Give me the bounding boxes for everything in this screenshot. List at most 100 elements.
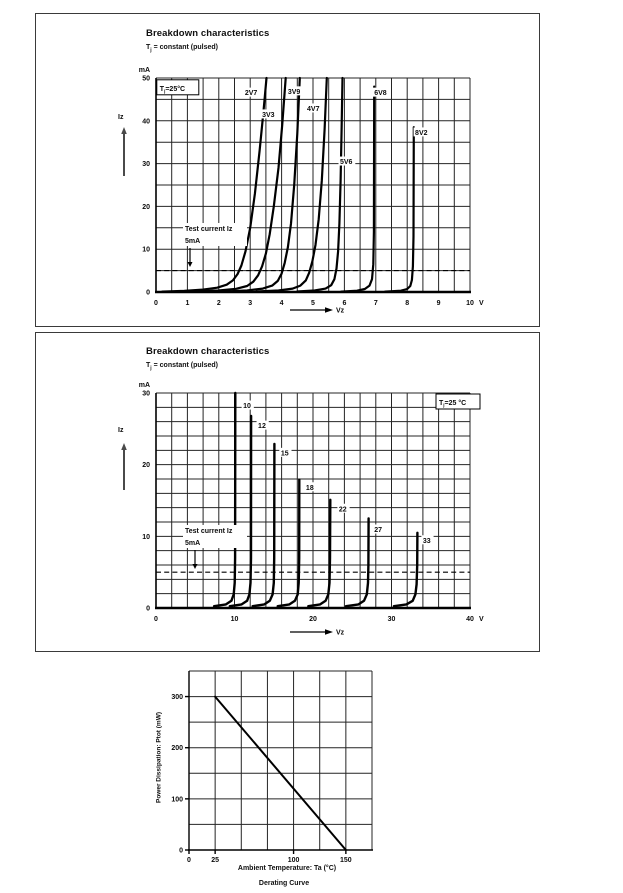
x-tick-label: 25 <box>211 857 219 864</box>
tj-condition-box <box>156 79 200 96</box>
x-tick-label: 7 <box>374 300 378 307</box>
test-current-down-arrow-head <box>187 262 193 267</box>
chart3-caption: Derating Curve <box>258 880 310 887</box>
curve-label-bg <box>337 503 350 513</box>
panel-breakdown-low-voltage <box>35 13 540 327</box>
curve-3V3 <box>192 76 287 293</box>
curve-label-22: 22 <box>339 506 347 513</box>
chart1-subtitle-rest: = constant (pulsed) <box>151 44 218 51</box>
x-tick-label: 10 <box>466 300 474 307</box>
curve-12 <box>228 414 253 608</box>
x-tick-label: 40 <box>466 616 474 623</box>
chart1-subtitle: Tj = constant (pulsed) <box>146 44 218 53</box>
x-tick-label: 2 <box>217 300 221 307</box>
chart1-subtitle-t: T <box>146 44 151 51</box>
curve-label-bg <box>286 86 304 96</box>
vz-right-arrow-head <box>325 629 333 635</box>
curve-label-bg <box>413 127 431 137</box>
curve-label-bg <box>421 535 434 545</box>
x-tick-label: 0 <box>187 857 191 864</box>
x-tick-label: 4 <box>280 300 284 307</box>
curve-label-18: 18 <box>306 485 314 492</box>
curve-2V7 <box>161 76 268 293</box>
curve-6V8 <box>340 85 376 293</box>
y-tick-label: 300 <box>171 694 183 701</box>
curve-4V7 <box>255 76 328 293</box>
x-tick-label: 9 <box>437 300 441 307</box>
test-current-label-line1: Test current Iz <box>185 226 233 233</box>
curve-label-bg <box>304 482 317 492</box>
y-tick-label: 20 <box>142 462 150 469</box>
curve-label-33: 33 <box>423 538 431 545</box>
curve-label-bg <box>279 447 292 457</box>
curve-3V9 <box>224 76 301 293</box>
curve-label-bg <box>305 103 323 113</box>
x-axis-title: Vz <box>336 630 345 637</box>
y-tick-label: 50 <box>142 76 150 83</box>
curve-label-bg <box>372 524 385 534</box>
x-tick-label: 8 <box>405 300 409 307</box>
curve-label-bg <box>338 156 356 166</box>
x-tick-label: 6 <box>342 300 346 307</box>
x-unit-label: V <box>479 300 484 307</box>
test-current-down-arrow-head <box>192 564 198 569</box>
curve-label-6V8: 6V8 <box>374 90 387 97</box>
y-tick-label: 0 <box>146 606 150 613</box>
y-tick-label: 30 <box>142 391 150 398</box>
tj-condition-box <box>435 393 481 410</box>
y-tick-label: 20 <box>142 204 150 211</box>
y-tick-label: 0 <box>146 290 150 297</box>
chart1-canvas: 0 1 2 3 4 5 6 7 8 9 10 0 10 20 30 40 50 VmA 2V7 3V3 3V9 4V7 5V… <box>118 67 484 315</box>
curve-label-3V3: 3V3 <box>262 112 275 119</box>
chart2-subtitle: Tj = constant (pulsed) <box>146 362 218 371</box>
x-unit-label: V <box>479 616 484 623</box>
y-tick-label: 10 <box>142 534 150 541</box>
x-axis-title: Vz <box>336 308 345 315</box>
panel-breakdown-high-voltage <box>35 332 540 652</box>
chart2-subtitle-t: T <box>146 362 151 369</box>
x-tick-label: 30 <box>388 616 396 623</box>
y-axis-title: Iz <box>118 427 124 434</box>
curve-label-bg <box>372 87 390 97</box>
chart2-canvas: 0 10 20 30 40 0 10 20 30 VmA 10 12 15 18 22 27 33 Tj=25 °… <box>118 382 484 637</box>
test-current-label-bg <box>183 223 247 246</box>
y-unit-label: mA <box>139 382 150 389</box>
y-unit-label: mA <box>139 67 150 74</box>
chart2-subtitle-rest: = constant (pulsed) <box>151 362 218 369</box>
curve-label-4V7: 4V7 <box>307 106 320 113</box>
x-tick-label: 100 <box>288 857 300 864</box>
curve-22 <box>307 498 332 608</box>
test-current-label-line2: 5mA <box>185 238 200 245</box>
curve-label-3V9: 3V9 <box>288 89 301 96</box>
chart1-subtitle-sub: j <box>150 47 152 54</box>
chart3-y-axis-title: Power Dissipation: Ptot (mW) <box>155 712 163 803</box>
curve-label-bg <box>241 400 254 410</box>
iz-up-arrow-head <box>121 127 127 134</box>
tj-condition-label: Tj=25°C <box>160 85 185 94</box>
curve-33 <box>392 531 419 608</box>
curve-label-27: 27 <box>374 527 382 534</box>
y-tick-label: 10 <box>142 247 150 254</box>
y-tick-label: 30 <box>142 161 150 168</box>
y-tick-label: 40 <box>142 118 150 125</box>
x-tick-label: 10 <box>231 616 239 623</box>
chart1-title: Breakdown characteristics <box>146 28 270 39</box>
curve-label-bg <box>256 420 269 430</box>
curve-label-12: 12 <box>258 423 266 430</box>
x-tick-label: 150 <box>340 857 352 864</box>
chart3-x-axis-title: Ambient Temperature: Ta (°C) <box>237 865 337 872</box>
curve-label-15: 15 <box>281 450 289 457</box>
x-tick-label: 1 <box>185 300 189 307</box>
chart2-title: Breakdown characteristics <box>146 346 270 357</box>
test-current-label-line1: Test current Iz <box>185 528 233 535</box>
curve-15 <box>251 442 276 608</box>
x-tick-label: 5 <box>311 300 315 307</box>
y-axis-title: Iz <box>118 114 124 121</box>
curve-label-2V7: 2V7 <box>245 90 258 97</box>
iz-up-arrow-head <box>121 443 127 450</box>
curve-27 <box>344 517 370 608</box>
x-tick-label: 0 <box>154 300 158 307</box>
curve-10 <box>212 391 237 608</box>
test-current-label-line2: 5mA <box>185 540 200 547</box>
curve-label-bg <box>260 109 278 119</box>
